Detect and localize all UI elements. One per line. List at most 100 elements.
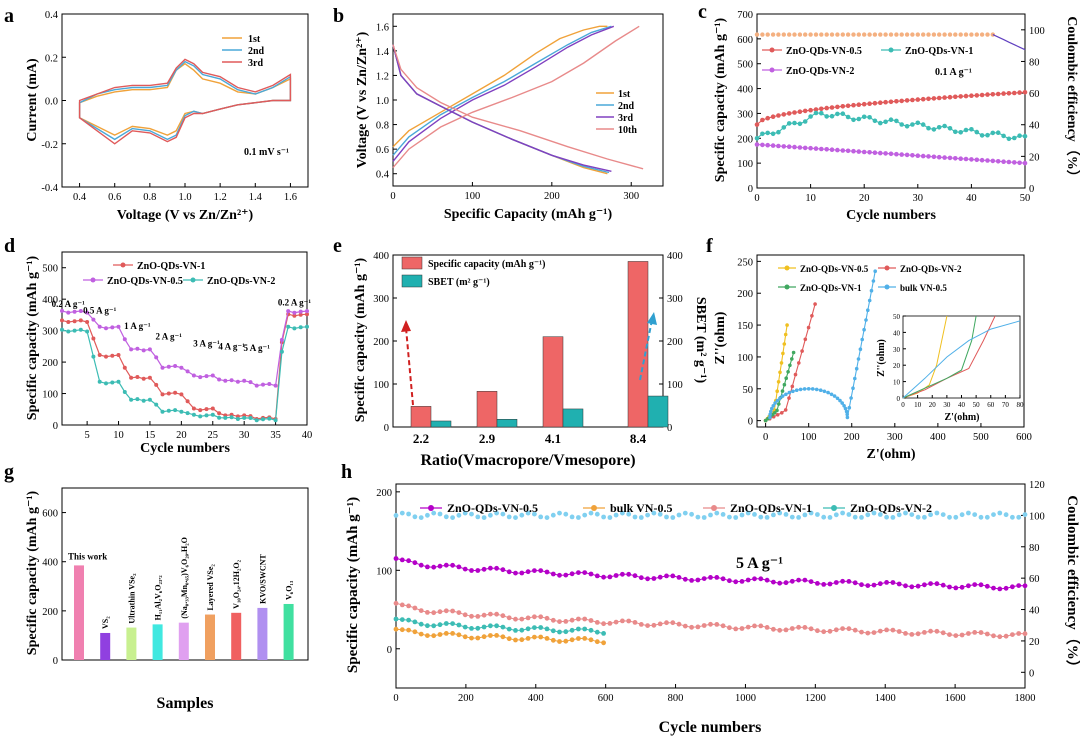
capacity-point-h-ZnO-QDs-VN-1 <box>456 610 462 615</box>
capacity-point-h-ZnO-QDs-VN-0.5 <box>991 585 996 591</box>
x-tick-label: 0.8 <box>143 192 156 203</box>
capacity-point-h-ZnO-QDs-VN-0.5 <box>733 579 739 585</box>
capacity-point-ZnO-QDs-VN-1 <box>872 118 878 124</box>
capacity-point-ZnO-QDs-VN-2 <box>1017 160 1022 166</box>
capacity-point-h-ZnO-QDs-VN-1 <box>890 627 896 633</box>
legend-marker-h <box>428 505 434 511</box>
capacity-point-h-bulk VN-0.5 <box>488 633 493 638</box>
capacity-point-ZnO-QDs-VN-1 <box>974 129 980 135</box>
capacity-point-ZnO-QDs-VN-2 <box>802 145 808 151</box>
capacity-point-h-ZnO-QDs-VN-0.5 <box>475 568 481 573</box>
rate-point-ZnO-QDs-VN-1 <box>179 392 184 397</box>
rate-point-ZnO-QDs-VN-2 <box>110 380 115 385</box>
legend-text-a-3: 3rd <box>248 58 263 69</box>
rate-point-ZnO-QDs-VN-2 <box>261 417 265 422</box>
rate-point-ZnO-QDs-VN-1 <box>185 399 190 404</box>
capacity-point-h-ZnO-QDs-VN-0.5 <box>745 577 751 583</box>
inset-y-tick-label: 0 <box>897 395 901 403</box>
rate-point-ZnO-QDs-VN-0.5 <box>235 379 240 384</box>
capacity-point-h-ZnO-QDs-VN-0.5 <box>940 582 946 588</box>
ce-point-h <box>739 512 745 518</box>
x-tick-label: 0 <box>754 193 759 204</box>
capacity-point-h-ZnO-QDs-VN-1 <box>833 627 839 633</box>
nyquist-point-ZnO-QDs-VN-1 <box>775 408 779 413</box>
panel-label-b: b <box>333 5 344 27</box>
ce-point-h <box>890 515 896 520</box>
legend-text-e-1: Specific capacity (mAh g⁻¹) <box>428 259 545 270</box>
nyquist-point-ZnO-QDs-VN-2 <box>793 372 798 377</box>
capacity-point-h-bulk VN-0.5 <box>425 633 430 638</box>
capacity-point-h-ZnO-QDs-VN-2 <box>399 617 405 622</box>
capacity-point-h-ZnO-QDs-VN-1 <box>764 625 770 630</box>
capacity-point-ZnO-QDs-VN-0.5 <box>754 122 760 127</box>
capacity-point-h-ZnO-QDs-VN-1 <box>563 619 569 624</box>
x-tick-label: 1.0 <box>178 192 191 203</box>
capacity-point-h-ZnO-QDs-VN-1 <box>682 623 688 629</box>
nyquist-point-ZnO-QDs-VN-2 <box>780 411 784 415</box>
capacity-point-h-bulk VN-0.5 <box>437 632 443 637</box>
capacity-point-ZnO-QDs-VN-0.5 <box>878 100 883 105</box>
capacity-point-h-ZnO-QDs-VN-1 <box>745 624 751 630</box>
capacity-point-h-ZnO-QDs-VN-0.5 <box>802 577 808 583</box>
bar-g-3 <box>152 624 163 660</box>
ce-point-h <box>827 515 833 520</box>
rate-line-ZnO-QDs-VN-1 <box>61 313 308 420</box>
inset-x-tick-label: 60 <box>987 401 995 409</box>
capacity-point-h-ZnO-QDs-VN-0.5 <box>871 582 877 588</box>
inset-y-tick-label: 30 <box>893 346 901 354</box>
rate-point-ZnO-QDs-VN-0.5 <box>78 309 83 313</box>
y-tick-label: 0 <box>53 656 58 667</box>
panel-c: c 0 10 20 30 40 50 0 100 200 300 400 500 600 700 0 20… <box>698 1 1080 223</box>
capacity-point-ZnO-QDs-VN-2 <box>1001 159 1006 164</box>
rate-point-ZnO-QDs-VN-2 <box>97 379 102 384</box>
rate-point-ZnO-QDs-VN-2 <box>72 328 77 333</box>
y-tick-label: 400 <box>42 295 58 306</box>
x-tick-label: 500 <box>973 432 989 443</box>
panel-b: b 0 100 200 300 0.4 0.6 0.8 1.0 1.2 1.4 1.6 Speci… <box>333 5 664 222</box>
capacity-point-h-ZnO-QDs-VN-0.5 <box>645 576 650 582</box>
y-tick-label: 0.4 <box>45 10 59 21</box>
legend-marker-f <box>884 284 890 290</box>
capacity-point-h-ZnO-QDs-VN-1 <box>978 630 984 635</box>
capacity-point-h-ZnO-QDs-VN-1 <box>1003 633 1009 639</box>
capacity-point-ZnO-QDs-VN-2 <box>974 157 980 163</box>
capacity-point-h-ZnO-QDs-VN-0.5 <box>582 570 588 575</box>
nyquist-point-ZnO-QDs-VN-0.5 <box>785 323 789 327</box>
capacity-point-h-bulk VN-0.5 <box>601 640 606 646</box>
rate-point-ZnO-QDs-VN-2 <box>254 418 259 423</box>
capacity-point-h-ZnO-QDs-VN-1 <box>877 628 883 634</box>
rate-line-ZnO-QDs-VN-2 <box>61 326 308 421</box>
rate-point-ZnO-QDs-VN-2 <box>60 327 64 332</box>
capacity-point-h-ZnO-QDs-VN-2 <box>569 627 575 633</box>
y2-tick-label: 200 <box>667 337 683 348</box>
capacity-point-h-ZnO-QDs-VN-0.5 <box>506 569 512 575</box>
nyquist-point-bulk VN-0.5 <box>778 396 782 401</box>
ce-point-h <box>569 514 575 520</box>
capacity-point-h-bulk VN-0.5 <box>418 631 424 637</box>
ce-point-h <box>708 512 713 518</box>
ce-point-h <box>588 510 594 516</box>
nyquist-point-ZnO-QDs-VN-1 <box>782 382 787 387</box>
nyquist-point-bulk VN-0.5 <box>826 390 830 395</box>
ce-point <box>963 32 969 37</box>
rate-point-ZnO-QDs-VN-0.5 <box>166 364 171 369</box>
y-tick-label: 200 <box>737 134 753 145</box>
ce-point-h <box>506 514 512 520</box>
capacity-point-h-ZnO-QDs-VN-2 <box>488 623 493 629</box>
rate-point-ZnO-QDs-VN-2 <box>91 354 96 359</box>
ce-point-h <box>418 515 424 520</box>
ce-point-h <box>393 513 399 518</box>
capacity-point-ZnO-QDs-VN-1 <box>883 119 888 125</box>
capacity-point-h-ZnO-QDs-VN-0.5 <box>689 578 694 583</box>
capacity-point-h-ZnO-QDs-VN-0.5 <box>399 557 405 563</box>
panel-a: a 0.4 0.6 0.8 1.0 1.2 1.4 1.6 0.4 0.2 0.0 -0.2 -0.… <box>4 5 309 223</box>
nyquist-point-ZnO-QDs-VN-1 <box>780 389 785 393</box>
rate-point-ZnO-QDs-VN-0.5 <box>248 380 253 385</box>
capacity-point-h-ZnO-QDs-VN-1 <box>896 629 902 634</box>
capacity-point-h-bulk VN-0.5 <box>456 632 462 638</box>
capacity-point-h-ZnO-QDs-VN-1 <box>607 621 613 626</box>
panel-label-e: e <box>333 235 342 257</box>
ce-point-h <box>884 514 889 520</box>
capacity-point-h-bulk VN-0.5 <box>519 637 525 643</box>
